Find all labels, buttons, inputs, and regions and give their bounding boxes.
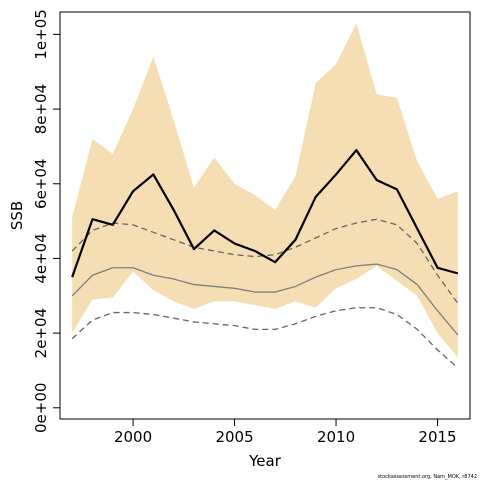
x-tick-label: 2015: [418, 428, 456, 446]
confidence-band-layer: [72, 23, 458, 358]
footnote: stockassessment.org, Nam_MOK, r8742: [378, 474, 477, 480]
series-line-1: [71, 149, 459, 278]
series-layer: [71, 149, 459, 369]
series-line-3: [71, 218, 459, 304]
series-line-4: [71, 307, 459, 369]
x-tick-label: 2010: [317, 428, 355, 446]
plot-frame: [59, 11, 471, 420]
y-tick-label: 1e+05: [32, 9, 50, 59]
y-tick-label: 6e+04: [32, 159, 50, 209]
series-line-2: [71, 263, 459, 336]
y-axis-title: SSB: [8, 201, 26, 230]
confidence-band: [72, 23, 458, 358]
y-axis: 0e+00 2e+04 4e+04 6e+04 8e+04 1e+05: [32, 9, 60, 433]
y-tick-label: 8e+04: [32, 84, 50, 134]
x-tick-label: 2000: [114, 428, 152, 446]
x-tick-label: 2005: [215, 428, 253, 446]
x-axis: 2000 2005 2010 2015: [114, 419, 457, 446]
y-tick-label: 4e+04: [32, 233, 50, 283]
y-tick-label: 2e+04: [32, 308, 50, 358]
x-axis-title: Year: [248, 452, 282, 470]
y-tick-label: 0e+00: [32, 383, 50, 433]
